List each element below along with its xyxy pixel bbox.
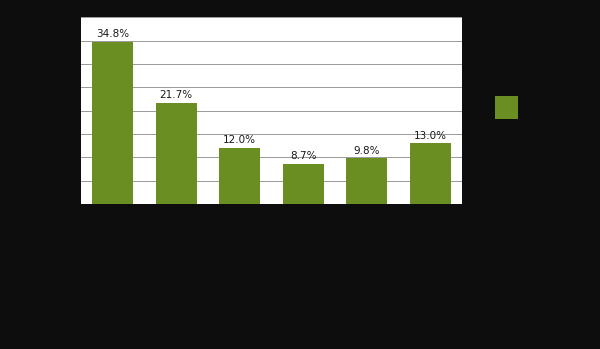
Text: 34.8%: 34.8% xyxy=(96,29,130,39)
Text: 13.0%: 13.0% xyxy=(414,131,447,141)
Bar xyxy=(92,42,133,204)
Bar xyxy=(155,103,197,204)
Bar xyxy=(346,158,388,204)
Text: 8.7%: 8.7% xyxy=(290,151,317,161)
Bar xyxy=(410,143,451,204)
Bar xyxy=(219,148,260,204)
Text: 9.8%: 9.8% xyxy=(353,146,380,156)
Text: 12.0%: 12.0% xyxy=(223,135,256,145)
Bar xyxy=(283,164,324,204)
Text: 21.7%: 21.7% xyxy=(160,90,193,100)
